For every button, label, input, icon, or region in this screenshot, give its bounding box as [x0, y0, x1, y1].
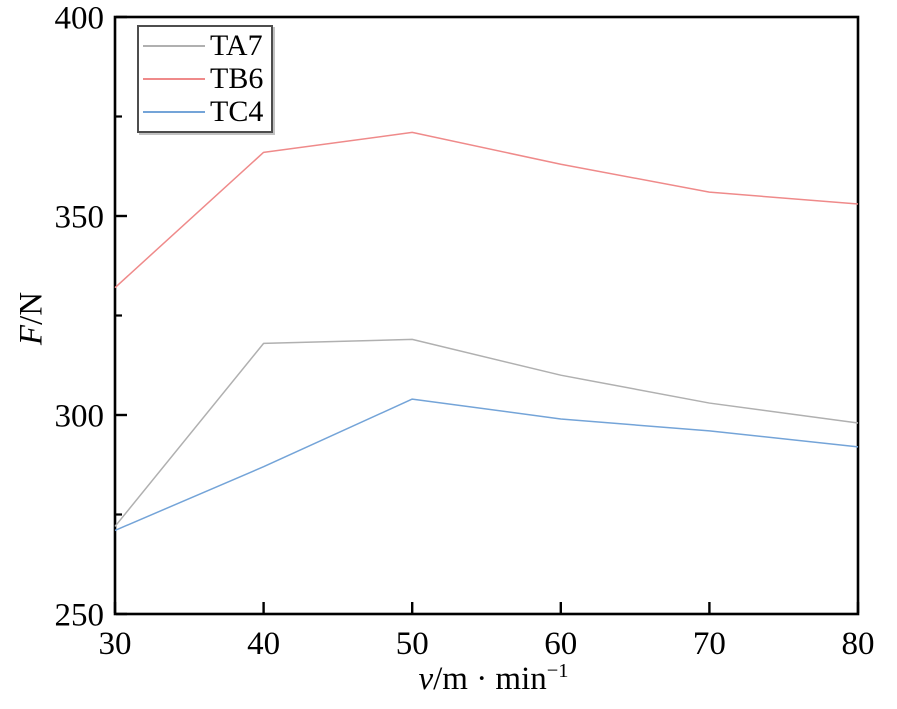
- x-tick-label: 50: [396, 626, 429, 662]
- legend-label: TA7: [210, 28, 263, 62]
- series-line-ta7: [114, 338, 859, 527]
- x-axis-label: v/m · min−1: [0, 660, 897, 698]
- legend-label: TC4: [210, 95, 264, 129]
- x-tick-label: 60: [544, 626, 577, 662]
- y-tick-label: 250: [55, 598, 105, 634]
- legend-line-swatch: [143, 77, 205, 80]
- plot-border: [113, 15, 860, 616]
- y-axis-label: F/N: [14, 259, 51, 379]
- legend-line-swatch: [143, 111, 205, 114]
- x-tick-label: 30: [99, 626, 132, 662]
- x-axis-label-symbol: v: [418, 661, 434, 697]
- y-tick-label: 350: [55, 200, 105, 236]
- x-axis-label-unit: /m · min: [433, 661, 547, 697]
- x-axis-label-exponent: −1: [546, 660, 569, 682]
- legend: TA7 TB6 TC4: [137, 25, 273, 133]
- legend-item-ta7: TA7: [139, 29, 271, 62]
- x-tick-label: 40: [247, 626, 280, 662]
- x-tick-label: 80: [842, 626, 875, 662]
- legend-item-tc4: TC4: [139, 96, 271, 129]
- series-line-tb6: [114, 131, 859, 289]
- y-tick-label: 400: [55, 1, 105, 37]
- y-axis-label-symbol: F: [13, 324, 50, 346]
- series-line-tc4: [114, 398, 859, 532]
- legend-label: TB6: [210, 61, 264, 95]
- y-axis-label-unit: /N: [13, 291, 50, 325]
- y-tick-label: 300: [55, 399, 105, 435]
- legend-item-tb6: TB6: [139, 62, 271, 95]
- x-tick-label: 70: [693, 626, 726, 662]
- legend-line-swatch: [143, 44, 205, 47]
